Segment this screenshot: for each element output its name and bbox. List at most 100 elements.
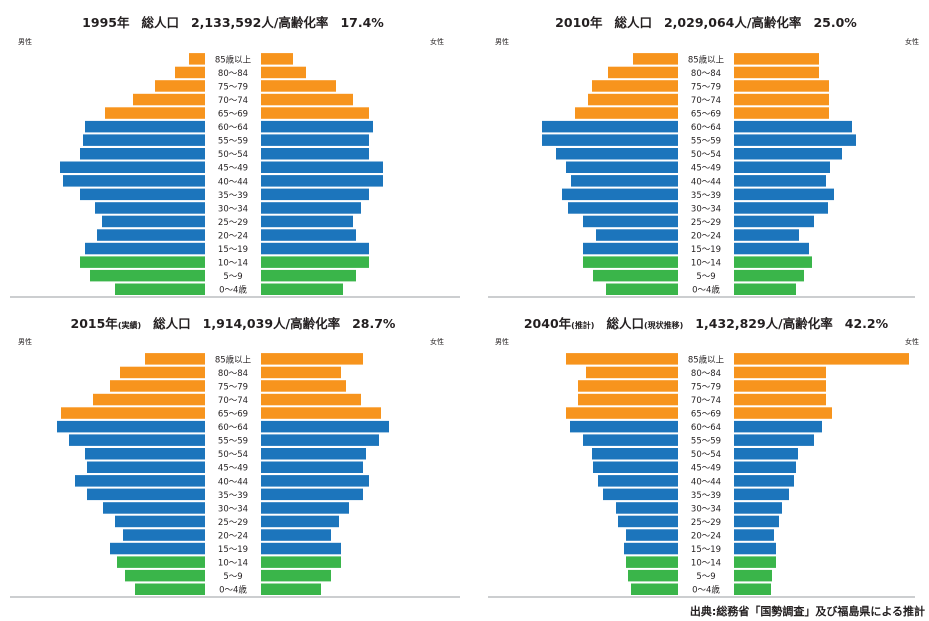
female-bar [261,283,343,295]
age-label: 5〜9 [223,572,242,582]
male-bar [583,434,678,446]
female-bar [734,188,834,201]
age-label: 10〜14 [691,559,721,569]
female-bar [261,583,321,595]
female-label: 女性 [905,37,919,46]
chart-title-part: 総人口 [606,316,644,331]
chart-title-part: 42.2% [845,316,889,331]
female-bar [261,80,336,92]
age-label: 0〜4歳 [692,285,720,296]
age-label: 0〜4歳 [219,585,247,596]
male-bar [566,353,678,365]
female-bar [734,215,814,228]
female-bar [734,134,856,146]
female-bar [261,448,366,460]
female-bar [734,229,799,241]
female-bar [261,380,346,392]
male-bar [542,120,678,133]
female-bar [734,434,814,446]
female-bar [734,353,909,365]
chart-title-part: 2015年 [71,316,119,331]
age-label: 30〜34 [218,504,248,514]
male-bar [566,407,678,419]
age-label: 5〜9 [223,272,242,282]
female-bar [261,229,356,241]
male-bar [69,434,205,446]
male-bar [578,380,678,392]
male-bar [616,502,678,514]
female-bar [734,107,829,119]
male-bar [583,256,678,268]
female-bar [261,188,369,201]
female-bar [261,556,341,568]
female-bar [734,502,782,514]
age-label: 20〜24 [691,232,721,242]
age-label: 70〜74 [691,396,721,406]
male-bar [603,488,678,501]
age-label: 40〜44 [691,477,721,487]
age-label: 30〜34 [691,504,721,514]
male-bar [592,80,678,92]
male-bar [57,420,205,433]
male-bar [60,161,205,173]
age-label: 35〜39 [691,191,721,201]
female-bar [261,175,383,187]
pyramid-chart-4: 2040年(推計) 総人口(現状推移) 1,432,829人/高齢化率 42.2% 男性… [488,316,919,598]
chart-title-part: 2010年 [555,15,603,30]
age-label: 15〜19 [691,245,721,255]
age-label: 10〜14 [691,259,721,269]
male-bar [596,229,678,241]
male-bar [115,515,205,528]
female-bar [261,393,361,406]
female-bar [734,380,826,392]
female-bar [261,353,363,365]
male-bar [85,120,205,133]
chart-title-part: 1,914,039人/高齢化率 [203,316,341,331]
female-bar [261,529,331,541]
age-label: 20〜24 [218,532,248,542]
female-bar [261,107,369,119]
age-label: 30〜34 [218,204,248,214]
female-bar [734,583,771,595]
chart-title-part: 総人口 [153,316,191,331]
male-bar [145,353,205,365]
chart-title-part: 28.7% [352,316,396,331]
age-label: 55〜59 [218,137,248,147]
male-bar [626,556,678,568]
chart-title-part: 総人口 [141,15,179,30]
age-label: 75〜79 [218,382,248,392]
age-label: 45〜49 [691,464,721,474]
age-label: 25〜29 [691,518,721,528]
female-bar [261,242,369,255]
age-label: 10〜14 [218,559,248,569]
chart-title: 2010年 総人口 2,029,064人/高齢化率 25.0% [555,15,857,30]
age-label: 45〜49 [218,164,248,174]
male-bar [85,242,205,255]
age-label: 15〜19 [218,245,248,255]
male-bar [110,380,205,392]
female-bar [734,66,819,79]
male-bar [87,488,205,501]
male-bar [588,93,678,106]
age-label: 55〜59 [691,137,721,147]
male-bar [586,366,678,379]
female-bar [734,461,796,473]
male-bar [123,529,205,541]
female-bar [734,542,776,555]
male-bar [83,134,205,146]
chart-title-part: 2,029,064人/高齢化率 [664,15,802,30]
age-label: 35〜39 [691,491,721,501]
female-bar [261,542,341,555]
chart-title-part: (推計) [571,320,594,330]
age-label: 50〜54 [218,150,248,160]
male-bar [570,420,678,433]
male-bar [97,229,205,241]
chart-title-part: 1,432,829人/高齢化率 [695,316,833,331]
age-label: 65〜69 [218,410,248,420]
female-bar [261,461,363,473]
female-bar [734,80,829,92]
chart-title-part: 25.0% [813,15,857,30]
male-bar [155,80,205,92]
age-label: 55〜59 [218,437,248,447]
male-bar [618,515,678,528]
